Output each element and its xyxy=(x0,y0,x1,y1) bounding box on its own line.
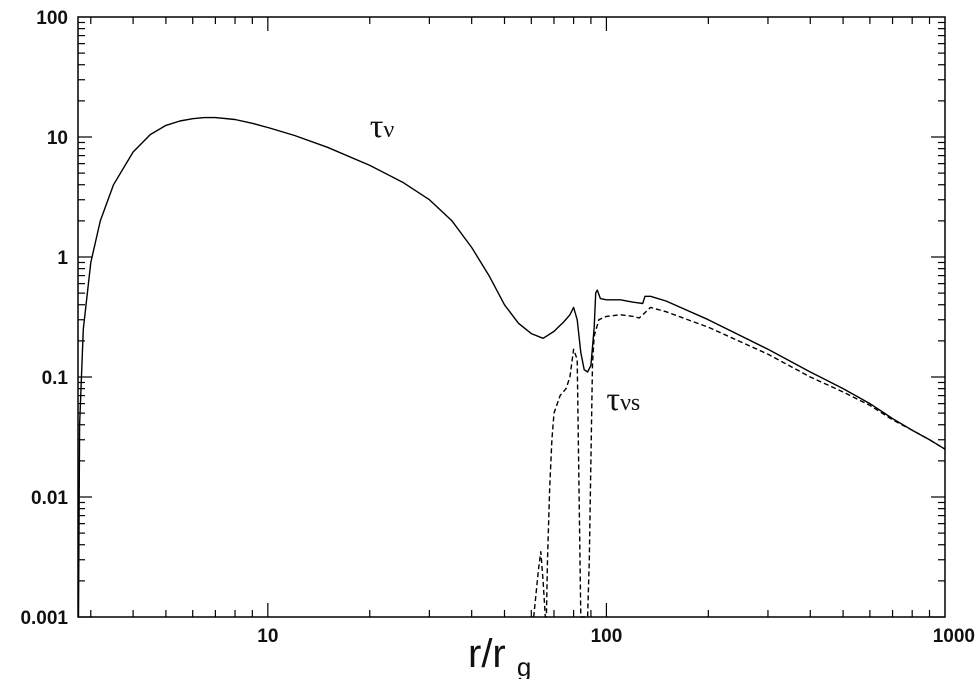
axis-ticks xyxy=(78,17,945,618)
curve-annotation: τν xyxy=(370,108,395,145)
annotation-symbol: τ xyxy=(606,381,620,418)
x-axis-label-subscript: g xyxy=(517,652,531,679)
x-tick-label: 100 xyxy=(591,626,623,647)
x-axis-label-main: r/r xyxy=(468,632,506,676)
y-tick-label: 100 xyxy=(36,8,68,29)
y-tick-label: 10 xyxy=(47,128,68,149)
x-axis-label: r/r g xyxy=(468,632,531,679)
series-line-solid xyxy=(77,116,946,618)
y-tick-label: 0.001 xyxy=(20,608,68,629)
y-tick-label: 0.1 xyxy=(42,368,69,389)
series-line-dashed xyxy=(533,306,946,618)
curve-annotation: τνs xyxy=(606,381,640,418)
annotation-symbol: τ xyxy=(370,108,384,145)
x-tick-label: 10 xyxy=(257,626,278,647)
y-tick-labels: 0.001 0.01 0.1 1 10 100 xyxy=(20,8,68,629)
x-tick-labels: 10 100 1000 xyxy=(257,626,975,647)
series-layer xyxy=(77,116,946,618)
annotation-subscript: νs xyxy=(620,390,640,416)
y-tick-label: 1 xyxy=(57,248,68,269)
y-tick-label: 0.01 xyxy=(31,488,68,509)
annotation-subscript: ν xyxy=(383,117,394,143)
x-tick-label: 1000 xyxy=(933,626,975,647)
plot-frame xyxy=(77,16,946,618)
